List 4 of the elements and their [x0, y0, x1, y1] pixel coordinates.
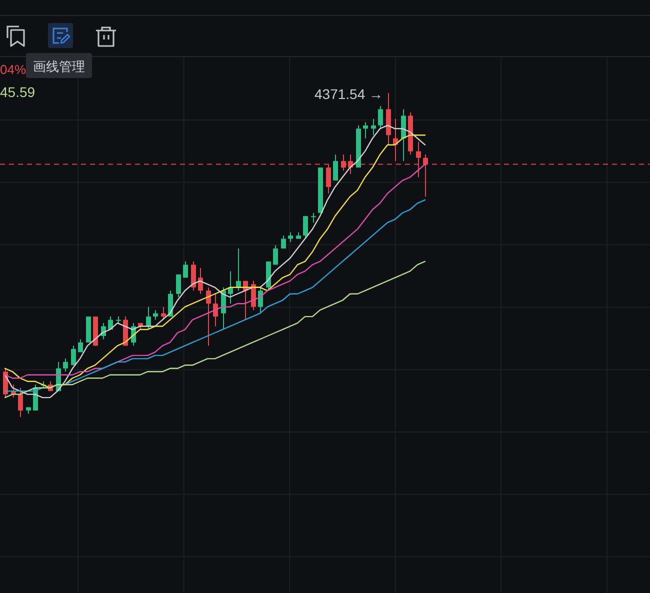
text: 画线管理	[33, 59, 85, 74]
text: 04%	[0, 62, 26, 77]
annotation: 4371.54 →	[314, 86, 383, 102]
annotation: 45.59	[0, 84, 36, 100]
